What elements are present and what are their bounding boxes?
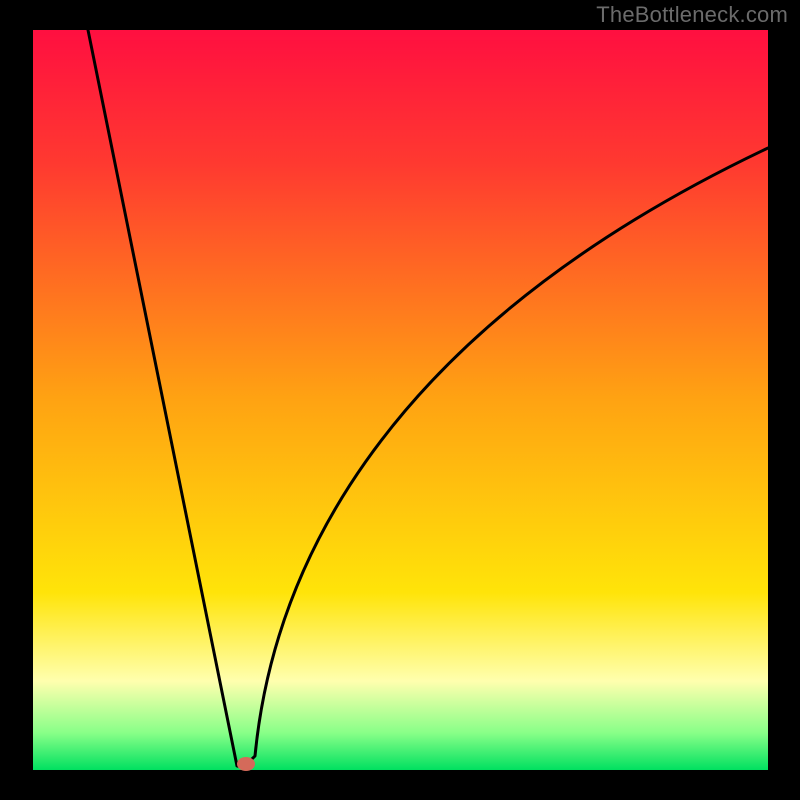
bottleneck-curve <box>33 30 768 770</box>
optimum-marker <box>237 757 255 771</box>
watermark-text: TheBottleneck.com <box>596 2 788 28</box>
chart-plot-area <box>33 30 768 770</box>
